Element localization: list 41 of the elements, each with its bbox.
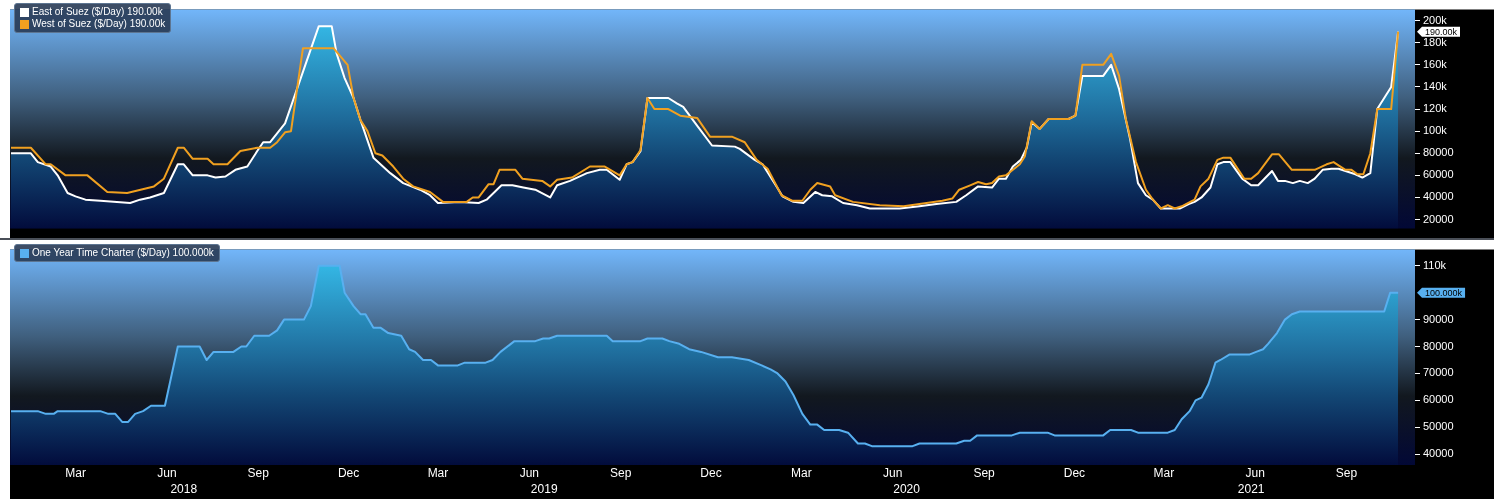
y-tick-label: 140k: [1423, 79, 1448, 92]
x-tick-label: Jun: [1245, 465, 1265, 480]
y-tick-label: 70000: [1423, 366, 1454, 379]
y-tick-label: 60000: [1423, 393, 1454, 406]
x-tick-label: Dec: [700, 465, 722, 480]
legend-label: One Year Time Charter ($/Day) 100.000k: [32, 247, 214, 259]
x-tick-label: Dec: [1063, 465, 1086, 480]
y-tick-label: 50000: [1423, 420, 1454, 433]
legend-label: East of Suez ($/Day) 190.00k: [32, 6, 163, 18]
y-tick-label: 20000: [1423, 212, 1454, 225]
y-tick-label: 80000: [1423, 339, 1454, 352]
y-tick-label: 40000: [1423, 447, 1454, 460]
x-tick-label: Mar: [791, 465, 812, 480]
y-tick-label: 60000: [1423, 168, 1454, 181]
x2-tick-label: 2020: [893, 481, 921, 496]
x-tick-label: Jun: [519, 465, 539, 480]
annotation: 190.00k: [1425, 27, 1458, 38]
x-tick-label: Mar: [1153, 465, 1175, 480]
y-tick-label: 40000: [1423, 190, 1454, 203]
legend-label: West of Suez ($/Day) 190.00k: [32, 18, 166, 30]
y-tick-label: 120k: [1423, 102, 1448, 115]
y-tick-label: 110k: [1423, 258, 1447, 271]
x2-tick-label: 2021: [1237, 481, 1265, 496]
y-tick-label: 180k: [1423, 35, 1448, 48]
y-tick-label: 200k: [1423, 13, 1448, 26]
x2-tick-label: 2019: [530, 481, 558, 496]
y-tick-label: 100k: [1423, 124, 1448, 137]
y-tick-label: 160k: [1423, 57, 1448, 70]
x-tick-label: Jun: [157, 465, 177, 480]
x-tick-label: Sep: [973, 465, 996, 480]
y-tick-label: 90000: [1423, 312, 1454, 325]
x2-tick-label: 2018: [170, 481, 198, 496]
x-tick-label: Mar: [65, 465, 86, 480]
x-tick-label: Sep: [1335, 465, 1358, 480]
x-tick-label: Dec: [337, 465, 360, 480]
y-tick-label: 80000: [1423, 146, 1454, 159]
x-tick-label: Sep: [247, 465, 270, 480]
annotation: 100.000k: [1425, 288, 1463, 299]
x-tick-label: Mar: [427, 465, 449, 480]
x-tick-label: Jun: [883, 465, 903, 480]
x-tick-label: Sep: [609, 465, 632, 480]
